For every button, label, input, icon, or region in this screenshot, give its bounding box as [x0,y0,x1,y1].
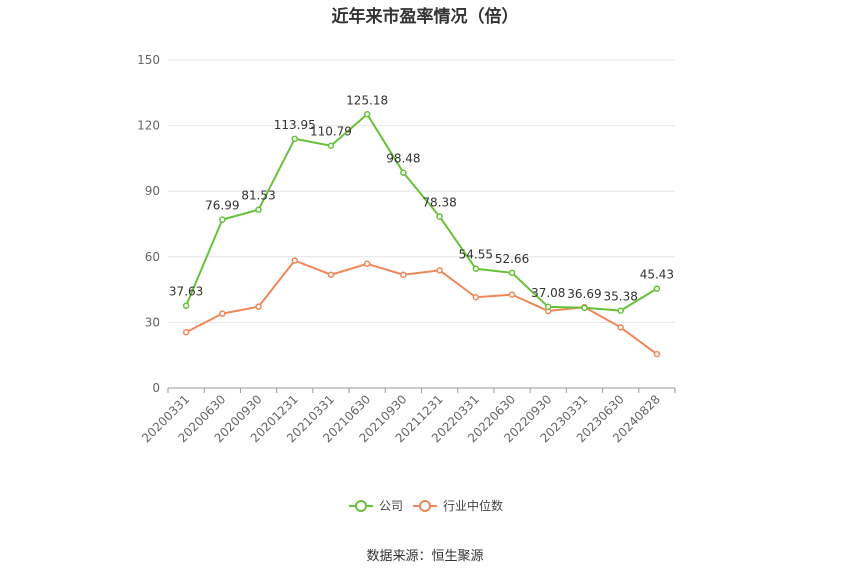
x-axis [167,387,676,393]
company-point [581,304,588,312]
data-label: 45.43 [640,268,674,282]
grid-lines [168,59,675,323]
data-label: 76.99 [205,199,239,213]
industry-median-point [617,324,624,331]
data-label: 36.69 [567,287,601,301]
data-label: 52.66 [495,252,529,266]
data-label: 37.08 [531,286,565,300]
company-point [436,213,443,220]
data-label: 98.48 [386,152,420,166]
data-source: 数据来源：恒生聚源 [366,549,484,564]
legend-item-industry-median: 行业中位数 [413,498,503,513]
industry-median-point [436,267,443,274]
chart-title: 近年来市盈率情况（倍） [331,7,519,27]
data-label: 110.79 [310,125,352,139]
company-point [508,269,516,277]
industry-median-point [472,294,480,301]
company-point [545,303,552,311]
legend-label: 行业中位数 [443,498,503,513]
y-tick-label: 30 [145,315,160,329]
data-label: 125.18 [346,93,388,107]
industry-median-point [653,350,661,358]
company-point [363,111,371,118]
company-line [185,113,658,312]
y-tick-label: 90 [145,184,160,198]
y-axis-ticks: 0 30 60 90 120 150 [137,53,160,395]
data-label: 113.95 [274,118,316,132]
legend-marker [419,500,431,512]
data-label: 37.63 [169,285,203,299]
data-label: 78.38 [422,196,456,210]
company-point [219,216,226,223]
x-axis-ticks: 2020033120200630202009302020123120210331… [139,392,663,445]
company-point [400,169,407,176]
legend-marker [355,500,367,512]
y-tick-label: 150 [137,53,160,67]
industry-median-point [400,271,407,278]
industry-median-point [255,303,262,310]
data-label: 54.55 [459,248,493,262]
y-tick-label: 0 [152,381,160,395]
industry-median-point [182,328,190,336]
data-label: 81.53 [241,189,275,203]
industry-median-point [219,310,226,317]
legend: 公司 行业中位数 [349,498,503,513]
y-tick-label: 60 [145,250,160,264]
company-point [291,135,298,143]
legend-label: 公司 [379,499,403,513]
industry-median-point [327,271,335,278]
data-label: 35.38 [603,290,637,304]
y-tick-label: 120 [137,119,160,133]
company-point [255,206,262,213]
company-point [617,307,624,314]
legend-item-company: 公司 [349,499,403,513]
company-point [472,265,480,272]
industry-median-point [363,260,371,268]
company-point [182,302,190,309]
company-point [653,285,661,292]
company-point [327,142,335,149]
series-group [182,111,661,358]
industry-median-point [508,291,516,298]
industry-median-point [291,257,298,264]
